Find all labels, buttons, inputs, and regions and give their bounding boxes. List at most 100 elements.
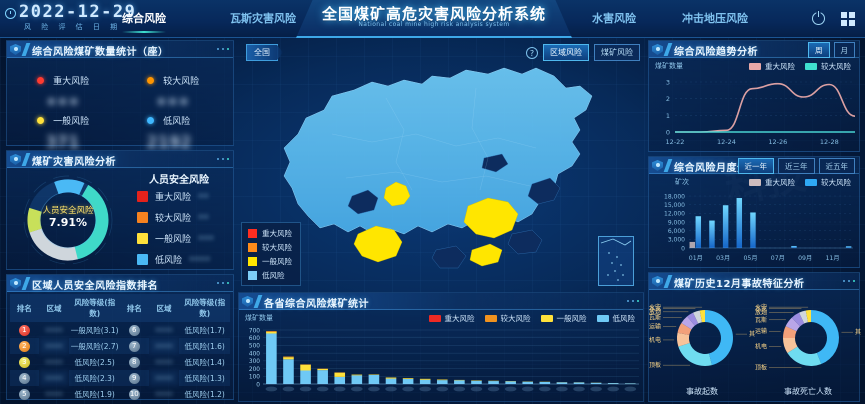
map-btn-mine-risk[interactable]: 煤矿风险 (594, 44, 640, 61)
svg-text:0: 0 (666, 129, 670, 137)
count-value-low: 2192 (147, 133, 192, 153)
nav-tab-water[interactable]: 水害风险 (592, 12, 636, 25)
legend-value-general: ••• (198, 233, 214, 244)
svg-text:2: 2 (666, 95, 670, 103)
trend-btn-week[interactable]: 周 (808, 42, 830, 58)
province-chart-ylabel: 煤矿数量 (245, 314, 273, 322)
trend-line-chart[interactable]: 0 1 2 3 12-22 12-24 12-26 12-28 (649, 74, 861, 150)
map-province-borders (331, 87, 537, 191)
legend-label-large: 较大风险 (821, 178, 851, 187)
legend-label-general: 一般风险 (155, 235, 192, 245)
svg-text:200: 200 (249, 367, 260, 373)
status-dot-general (37, 117, 44, 124)
svg-text:15,000: 15,000 (664, 202, 685, 209)
legend-item-major: 重大风险 •• (137, 190, 214, 203)
level-cell: 低风险(1.2) (184, 389, 225, 399)
panel-body: 其它顶板机电运输瓦斯放炮水灾火灾 其它顶板机电运输瓦斯放炮水灾火灾 事故起数 事… (649, 290, 861, 402)
legend-swatch-major (248, 229, 257, 238)
assessment-date-label: 风 险 评 估 日 期 (24, 23, 122, 31)
svg-text:01月: 01月 (689, 255, 703, 262)
rank-badge: 10 (128, 388, 140, 400)
panel-body: 煤矿数量 重大风险 较大风险 一般风险 低风险 0 100 200 300 400 500… (239, 310, 643, 402)
svg-text:运输: 运输 (755, 327, 767, 335)
table-header-row: 排名 区域 风险等级(指数) 排名 区域 风险等级(指数) (10, 294, 230, 322)
area-cell: •••• (45, 325, 63, 335)
table-row[interactable]: 2 •••• 一般风险(2.7) 7 •••• 低风险(1.6) (10, 338, 230, 354)
panel-header: 区域人员安全风险指数排名 (7, 275, 233, 292)
help-icon[interactable]: ? (526, 46, 538, 59)
level-cell: 低风险(1.4) (184, 357, 225, 367)
map-btn-area-risk[interactable]: 区域风险 (543, 44, 589, 61)
area-cell: •••• (38, 338, 70, 354)
legend-label-major: 重大风险 (765, 62, 795, 71)
panel-dots-icon (217, 282, 229, 284)
panel-comprehensive-counts: 综合风险煤矿数量统计（座） 重大风险 ••• 较大风险 ••• 一般风险 371… (6, 40, 234, 153)
south-china-sea-inset (598, 236, 634, 286)
shield-icon (10, 154, 21, 165)
count-item-large: 较大风险 ••• (147, 70, 199, 113)
area-cell: •••• (45, 357, 63, 367)
monthly-btn-5y[interactable]: 近五年 (818, 158, 855, 174)
trend-btn-month[interactable]: 月 (833, 42, 855, 58)
nav-tab-gas[interactable]: 瓦斯灾害风险 (230, 12, 296, 25)
svg-text:600: 600 (249, 336, 260, 342)
monthly-chart-ylabel: 矿次 (675, 178, 689, 186)
map-province-dark (507, 229, 543, 255)
rank-badge: 8 (128, 356, 140, 368)
table-row[interactable]: 5 •••• 低风险(1.9) 10 •••• 低风险(1.2) (10, 386, 230, 402)
svg-text:12,000: 12,000 (664, 211, 685, 218)
shield-icon (242, 296, 253, 307)
count-value-major: ••• (46, 93, 80, 113)
table-row[interactable]: 3 •••• 低风险(2.5) 8 •••• 低风险(1.4) (10, 354, 230, 370)
monthly-btn-3y[interactable]: 近三年 (778, 158, 815, 174)
svg-text:18,000: 18,000 (664, 193, 685, 200)
count-label-large: 较大风险 (163, 77, 200, 87)
grid-icon[interactable] (841, 12, 855, 26)
donut-center-label: 人员安全风险 (42, 206, 94, 216)
count-value-large: ••• (156, 93, 190, 113)
header-banner (296, 0, 572, 38)
rank-badge: 4 (18, 372, 30, 384)
svg-text:12-28: 12-28 (820, 138, 839, 146)
map-legend-item-low: 低风险 (248, 270, 292, 281)
panel-body: 矿次 重大风险 较大风险 0 3,000 6,000 9,000 12,000 15,00… (649, 174, 859, 268)
panel-body: 排名 区域 风险等级(指数) 排名 区域 风险等级(指数) 1 •••• 一般风… (7, 292, 233, 402)
count-value-general: 371 (46, 133, 80, 153)
svg-text:火灾: 火灾 (755, 303, 767, 311)
level-cell: 低风险(2.5) (74, 357, 115, 367)
donut-a-caption: 事故起数 (686, 387, 718, 396)
table-row[interactable]: 4 •••• 低风险(2.3) 9 •••• 低风险(1.3) (10, 370, 230, 386)
legend-label-major: 重大风险 (262, 229, 292, 238)
level-cell: 一般风险(3.1) (70, 325, 119, 335)
map-svg[interactable] (236, 38, 648, 292)
panel-title: 煤矿灾害风险分析 (32, 157, 116, 168)
breadcrumb[interactable]: 全国 (246, 44, 278, 61)
svg-text:09月: 09月 (798, 255, 812, 262)
donut-b-caption: 事故死亡人数 (784, 387, 832, 396)
level-cell: 低风险(1.7) (184, 325, 225, 335)
panel-area-rank: 区域人员安全风险指数排名 排名 区域 风险等级(指数) 排名 区域 风险等级(指… (6, 274, 234, 400)
legend-label-large: 较大风险 (821, 62, 851, 71)
page-title: 全国煤矿高危灾害风险分析系统 (321, 5, 546, 23)
trend-chart-legend: 重大风险 较大风险 (749, 61, 851, 72)
table-row[interactable]: 1 •••• 一般风险(3.1) 6 •••• 低风险(1.7) (10, 322, 230, 338)
shield-icon (652, 160, 663, 171)
donut-center-value: 7.91% (48, 216, 88, 229)
legend-value-low: •••• (189, 254, 211, 265)
legend-value-large: •• (198, 212, 209, 223)
nav-tab-rockburst[interactable]: 冲击地压风险 (682, 12, 748, 25)
rank-badge: 2 (18, 340, 30, 352)
shield-icon (652, 44, 663, 55)
svg-text:700: 700 (249, 328, 260, 334)
china-risk-map[interactable]: 全国 ? 区域风险 煤矿风险 (236, 38, 648, 292)
nav-tab-comprehensive[interactable]: 综合风险 (122, 12, 166, 33)
monthly-btn-1y[interactable]: 近一年 (737, 158, 774, 174)
power-icon[interactable] (812, 11, 825, 25)
assessment-date: 2022-12-29 (19, 2, 137, 22)
legend-swatch-low (248, 271, 257, 280)
